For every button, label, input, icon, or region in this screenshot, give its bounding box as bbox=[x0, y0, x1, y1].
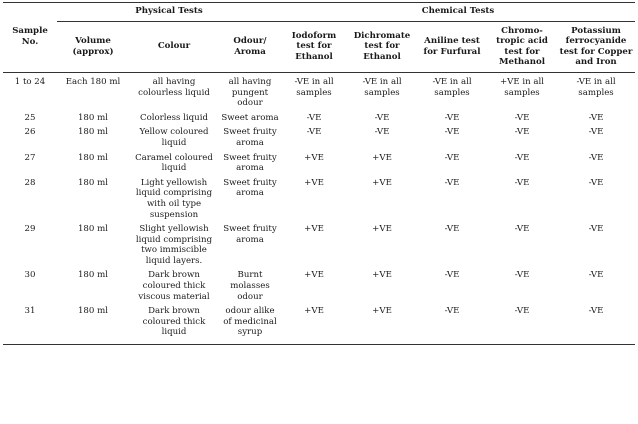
header-chemical-tests: Chemical Tests bbox=[281, 2, 636, 22]
cell-dichromate: +VE bbox=[372, 177, 392, 188]
cell-colour: Yellow coloured liquid bbox=[139, 127, 209, 148]
cell-ferrocyanide: -VE bbox=[588, 224, 604, 235]
cell-chromotropic: -VE bbox=[514, 177, 530, 188]
cell-dichromate: +VE bbox=[372, 152, 392, 163]
header-aniline: Aniline test for Furfural bbox=[417, 21, 487, 73]
cell-dichromate: +VE bbox=[372, 270, 392, 281]
cell-iodoform: +VE bbox=[304, 224, 324, 235]
group-header-row: Sample No. Physical Tests Chemical Tests bbox=[3, 2, 636, 73]
cell-ferrocyanide: -VE bbox=[588, 177, 604, 188]
cell-iodoform: +VE bbox=[304, 270, 324, 281]
cell-dichromate: +VE bbox=[372, 224, 392, 235]
cell-sample: 1 to 24 bbox=[14, 76, 46, 87]
cell-odour: Sweet fruity aroma bbox=[223, 152, 277, 174]
cell-volume: Each 180 ml bbox=[65, 76, 121, 87]
cell-ferrocyanide: -VE bbox=[588, 270, 604, 281]
column-header-row: Volume (approx) Colour Odour/ Aroma Iodo… bbox=[3, 21, 636, 73]
cell-aniline: -VE bbox=[444, 112, 460, 123]
cell-sample: 28 bbox=[24, 177, 36, 188]
table-row: 26 180 ml Yellow coloured liquid Sweet f… bbox=[3, 123, 635, 148]
cell-odour: Sweet fruity aroma bbox=[223, 127, 277, 148]
header-ferrocyanide: Potassium ferrocyanide test for Copper a… bbox=[557, 21, 636, 73]
cell-volume: 180 ml bbox=[77, 177, 109, 188]
cell-odour: Burnt molasses odour bbox=[230, 270, 270, 302]
cell-sample: 25 bbox=[24, 112, 36, 123]
cell-odour: odour alike of medicinal syrup bbox=[219, 302, 281, 346]
cell-iodoform: -VE bbox=[306, 112, 322, 123]
cell-chromotropic: +VE in all samples bbox=[499, 76, 545, 98]
cell-colour: Dark brown coloured thick liquid bbox=[129, 302, 219, 346]
table-row: 29 180 ml Slight yellowish liquid compri… bbox=[3, 220, 635, 266]
cell-iodoform: +VE bbox=[304, 177, 324, 188]
cell-aniline: -VE bbox=[444, 224, 460, 235]
table-row: 1 to 24 Each 180 ml all having colourles… bbox=[3, 72, 635, 108]
cell-dichromate: -VE bbox=[374, 127, 390, 138]
cell-colour: Light yellowish liquid comprising with o… bbox=[135, 177, 213, 220]
table-row: 28 180 ml Light yellowish liquid compris… bbox=[3, 174, 635, 220]
cell-colour: Caramel coloured liquid bbox=[135, 152, 213, 174]
cell-iodoform: -VE in all samples bbox=[294, 76, 334, 98]
cell-colour: all having colourless liquid bbox=[138, 76, 210, 98]
cell-aniline: -VE bbox=[444, 270, 460, 281]
table-row: 31 180 ml Dark brown coloured thick liqu… bbox=[3, 302, 636, 346]
cell-odour: Sweet fruity aroma bbox=[223, 177, 277, 199]
cell-volume: 180 ml bbox=[77, 152, 109, 163]
cell-aniline: -VE bbox=[444, 177, 460, 188]
cell-odour: all having pungent odour bbox=[228, 76, 272, 109]
cell-sample: 30 bbox=[24, 270, 36, 281]
cell-iodoform: +VE bbox=[281, 302, 347, 346]
cell-dichromate: -VE in all samples bbox=[362, 76, 402, 98]
table-row: 25 180 ml Colorless liquid Sweet aroma -… bbox=[3, 109, 635, 124]
cell-iodoform: +VE bbox=[304, 152, 324, 163]
cell-chromotropic: -VE bbox=[514, 112, 530, 123]
cell-colour: Dark brown coloured thick viscous materi… bbox=[138, 270, 210, 302]
cell-aniline: -VE bbox=[417, 302, 487, 346]
cell-dichromate: -VE bbox=[374, 112, 390, 123]
header-volume: Volume (approx) bbox=[57, 21, 129, 73]
cell-volume: 180 ml bbox=[57, 302, 129, 346]
header-sample-no: Sample No. bbox=[3, 2, 57, 73]
cell-aniline: -VE bbox=[444, 152, 460, 163]
cell-sample: 27 bbox=[24, 152, 36, 163]
cell-chromotropic: -VE bbox=[487, 302, 557, 346]
cell-dichromate: +VE bbox=[347, 302, 417, 346]
cell-odour: Sweet fruity aroma bbox=[223, 224, 277, 245]
cell-ferrocyanide: -VE bbox=[588, 152, 604, 163]
cell-colour: Slight yellowish liquid comprising two i… bbox=[135, 224, 213, 266]
cell-chromotropic: -VE bbox=[514, 152, 530, 163]
table-row: 27 180 ml Caramel coloured liquid Sweet … bbox=[3, 149, 635, 174]
cell-sample: 31 bbox=[3, 302, 57, 346]
cell-sample: 26 bbox=[24, 127, 36, 138]
test-results-table: Sample No. Physical Tests Chemical Tests… bbox=[3, 2, 636, 346]
cell-ferrocyanide: -VE bbox=[588, 127, 604, 138]
cell-ferrocyanide: -VE bbox=[588, 112, 604, 123]
cell-volume: 180 ml bbox=[77, 112, 109, 123]
header-physical-tests: Physical Tests bbox=[57, 2, 281, 22]
cell-aniline: -VE in all samples bbox=[432, 76, 472, 98]
cell-aniline: -VE bbox=[444, 127, 460, 138]
cell-volume: 180 ml bbox=[77, 270, 109, 281]
header-colour: Colour bbox=[129, 21, 219, 73]
cell-chromotropic: -VE bbox=[514, 224, 530, 235]
cell-ferrocyanide: -VE in all samples bbox=[576, 76, 616, 98]
table-row: 30 180 ml Dark brown coloured thick visc… bbox=[3, 266, 635, 302]
header-odour: Odour/ Aroma bbox=[219, 21, 281, 73]
cell-odour: Sweet aroma bbox=[221, 112, 279, 123]
header-dichromate: Dichromate test for Ethanol bbox=[347, 21, 417, 73]
cell-chromotropic: -VE bbox=[514, 270, 530, 281]
cell-iodoform: -VE bbox=[306, 127, 322, 138]
cell-sample: 29 bbox=[24, 224, 36, 235]
cell-volume: 180 ml bbox=[77, 224, 109, 235]
cell-chromotropic: -VE bbox=[514, 127, 530, 138]
cell-colour: Colorless liquid bbox=[140, 112, 208, 123]
header-iodoform: Iodoform test for Ethanol bbox=[281, 21, 347, 73]
header-chromotropic: Chromo-tropic acid test for Methanol bbox=[487, 21, 557, 73]
cell-ferrocyanide: -VE bbox=[557, 302, 636, 346]
cell-volume: 180 ml bbox=[77, 127, 109, 138]
